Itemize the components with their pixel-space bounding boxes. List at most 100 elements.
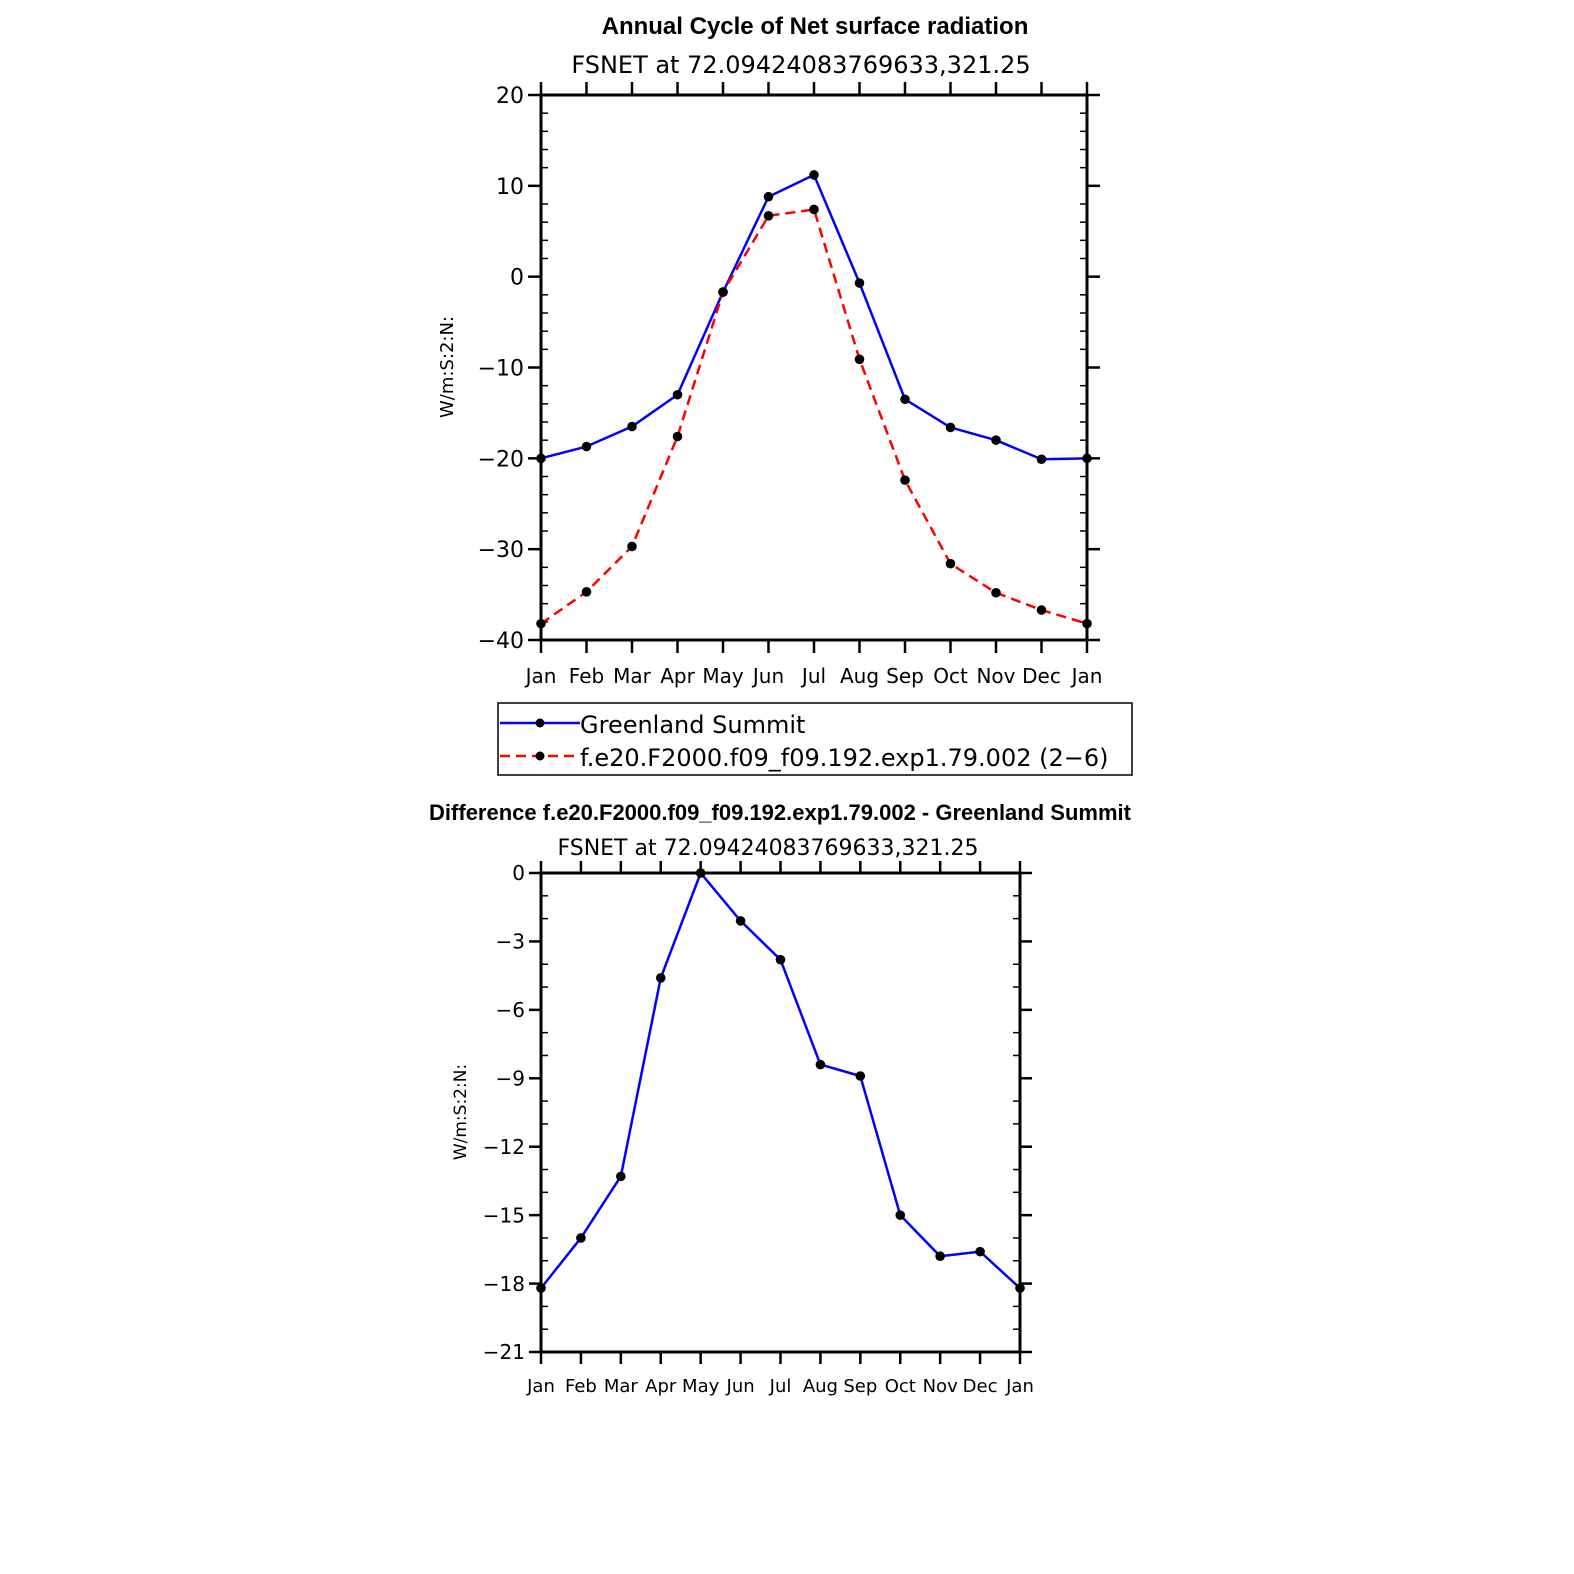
x-tick-label: Sep	[886, 664, 924, 688]
data-point	[672, 431, 683, 442]
y-tick-label: −12	[483, 1135, 525, 1159]
y-tick-label: 0	[512, 861, 525, 885]
x-tick-label: Jun	[751, 664, 784, 688]
data-point	[763, 211, 774, 221]
plot-frame	[539, 871, 1022, 1354]
data-point	[627, 541, 637, 552]
legend-box	[497, 702, 1133, 776]
data-point	[1036, 454, 1047, 465]
y-tick-label: 10	[496, 175, 524, 200]
data-point	[900, 475, 910, 485]
data-point	[695, 868, 706, 878]
y-tick-label: −9	[496, 1066, 525, 1090]
x-tick-label: Nov	[976, 664, 1015, 688]
series-line-1	[540, 871, 1021, 1290]
y-tick-label: −18	[483, 1272, 525, 1296]
chart-title: Difference f.e20.F2000.f09_f09.192.exp1.…	[429, 800, 1132, 825]
chart-title: Annual Cycle of Net surface radiation	[602, 13, 1029, 40]
x-tick-label: Mar	[613, 664, 652, 688]
x-tick-label: Apr	[645, 1376, 677, 1397]
data-point	[945, 558, 956, 569]
data-point	[1036, 605, 1047, 615]
chart-subtitle: FSNET at 72.09424083769633,321.25	[571, 51, 1030, 79]
y-axis-label: W/m:S:2:N:	[451, 1064, 471, 1160]
legend-marker-series-2	[535, 751, 545, 761]
data-point	[536, 1283, 546, 1293]
x-tick-label: Feb	[565, 1376, 597, 1397]
x-tick-label: Jun	[726, 1376, 755, 1397]
x-tick-label: Jan	[1070, 664, 1103, 688]
data-point	[581, 441, 592, 452]
y-tick-label: −20	[478, 447, 524, 472]
x-tick-label: Jul	[769, 1376, 792, 1397]
data-point	[616, 1171, 626, 1182]
x-tick-label: Nov	[923, 1376, 958, 1397]
data-point	[763, 191, 774, 202]
x-tick-label: Mar	[604, 1376, 639, 1397]
y-axis-label: W/m:S:2:N:	[437, 316, 458, 418]
data-point	[536, 618, 546, 629]
data-point	[672, 389, 683, 400]
x-tick-label: May	[702, 664, 744, 688]
legend: Greenland Summit f.e20.F2000.f09_f09.192…	[497, 702, 1133, 776]
y-tick-label: −21	[483, 1340, 525, 1364]
data-point	[735, 916, 746, 926]
data-point	[1082, 453, 1092, 464]
data-point	[627, 421, 637, 432]
data-point	[935, 1251, 945, 1261]
data-point	[991, 435, 1001, 445]
y-tick-label: 0	[510, 266, 524, 291]
data-point	[1082, 618, 1092, 629]
y-tick-label: −3	[496, 930, 525, 954]
y-tick-label: −10	[478, 356, 524, 381]
x-tick-label: Oct	[885, 1376, 916, 1397]
data-point	[991, 587, 1001, 598]
x-tick-label: Dec	[1022, 664, 1061, 688]
data-point	[815, 1059, 826, 1070]
x-tick-label: Apr	[660, 664, 695, 688]
data-point	[576, 1233, 586, 1243]
data-point	[775, 954, 786, 965]
data-point	[895, 1210, 906, 1220]
series-line-2	[540, 208, 1088, 625]
x-tick-label: Jan	[524, 664, 557, 688]
y-tick-label: −6	[496, 998, 525, 1022]
x-tick-label: Aug	[840, 664, 879, 688]
y-tick-label: 20	[496, 84, 524, 109]
data-point	[1015, 1283, 1025, 1293]
y-tick-label: −30	[478, 538, 524, 563]
legend-label-series-1: Greenland Summit	[580, 711, 805, 739]
x-tick-label: Feb	[569, 664, 604, 688]
data-point	[718, 287, 728, 297]
x-tick-label: Aug	[803, 1376, 838, 1397]
legend-marker-series-1	[535, 718, 545, 728]
data-point	[900, 394, 910, 405]
y-tick-label: −40	[478, 629, 524, 654]
x-tick-label: May	[682, 1376, 720, 1397]
x-tick-label: Sep	[843, 1376, 877, 1397]
chart-subtitle: FSNET at 72.09424083769633,321.25	[557, 836, 978, 861]
data-point	[855, 1071, 866, 1081]
data-point	[854, 278, 865, 288]
data-point	[655, 973, 666, 983]
x-tick-label: Jan	[526, 1376, 555, 1397]
chart-panel-annual-cycle: Annual Cycle of Net surface radiation FS…	[437, 13, 1133, 776]
data-point	[975, 1246, 985, 1257]
data-point	[581, 587, 592, 597]
chart-panel-difference: Difference f.e20.F2000.f09_f09.192.exp1.…	[429, 800, 1132, 1397]
x-tick-label: Jul	[800, 664, 826, 688]
data-point	[809, 204, 819, 215]
y-tick-label: −15	[483, 1203, 525, 1227]
legend-label-series-2: f.e20.F2000.f09_f09.192.exp1.79.002 (2−6…	[580, 744, 1108, 772]
series-line-1	[540, 173, 1088, 461]
data-point	[945, 422, 956, 433]
data-point	[809, 170, 819, 180]
data-point	[536, 453, 546, 464]
x-tick-label: Dec	[963, 1376, 998, 1397]
x-tick-label: Jan	[1005, 1376, 1034, 1397]
data-point	[854, 354, 865, 365]
x-tick-label: Oct	[933, 664, 968, 688]
